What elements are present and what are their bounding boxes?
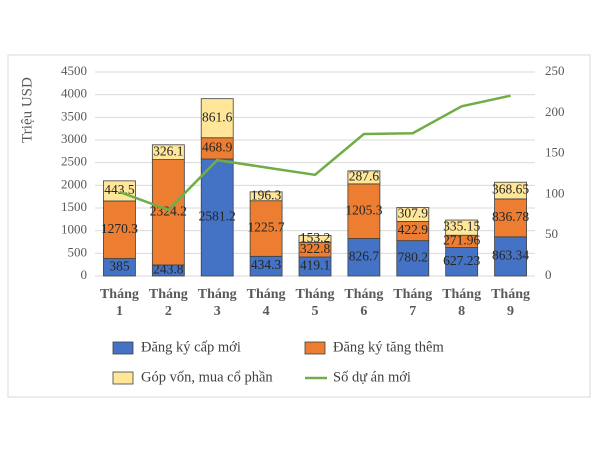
data-label: 2581.2 [199,209,236,224]
y2-tick-label: 0 [545,267,552,282]
x-tick-label: Tháng 6 [344,287,384,319]
data-label: 368.65 [492,182,529,197]
chart-border [7,54,591,398]
data-label: 1270.3 [101,221,138,236]
bar-segment [249,191,283,202]
bar-segment [396,207,430,222]
bar-segment [347,183,381,239]
x-tick-label: Tháng 2 [148,287,188,319]
data-label: 153.2 [300,230,330,245]
y-tick-label: 3000 [61,131,87,146]
data-label: 1225.7 [248,220,285,235]
y-tick-label: 1000 [61,222,87,237]
legend-label: Số dự án mới [333,369,411,385]
bar-segment [445,219,479,236]
bar-segment [396,240,430,277]
x-tick-label: Tháng 3 [197,287,237,319]
y-tick-label: 1500 [61,199,87,214]
x-tick-label: Tháng 9 [491,287,530,319]
data-label: 443.5 [104,182,135,197]
x-tick-label: Tháng 7 [393,287,433,319]
data-label: 322.8 [300,241,331,256]
line-series [119,94,511,212]
bar-segment [494,181,527,200]
y-tick-label: 3500 [61,108,87,123]
y-tick-label: 500 [68,244,88,259]
y-tick-label: 2000 [61,176,87,191]
y2-tick-label: 50 [545,226,558,241]
data-label: 836.78 [492,209,529,224]
data-label: 863.34 [492,248,529,263]
legend-label: Đăng ký cấp mới [141,339,241,355]
y2-tick-label: 100 [545,185,565,200]
data-label: 326.1 [153,143,183,158]
data-label: 419.1 [300,258,330,273]
data-label: 780.2 [398,249,428,264]
y2-tick-label: 250 [545,63,565,78]
legend-label: Góp vốn, mua cổ phần [141,369,273,385]
legend-swatch [304,341,326,355]
x-tick-label: Tháng 1 [99,287,139,319]
bar-segment [200,98,234,139]
data-label: 196.3 [251,187,282,202]
data-label: 826.7 [349,248,380,263]
data-label: 468.9 [202,139,233,154]
x-tick-label: Tháng 8 [442,287,482,319]
bar-segment [151,144,185,160]
bar-segment [347,238,381,277]
x-tick-label: Tháng 4 [246,287,286,319]
data-label: 627.23 [443,253,480,268]
bar-segment [200,158,234,277]
bar-segment [494,236,527,277]
y-tick-label: 4500 [61,63,87,78]
data-label: 385 [109,258,130,273]
y2-tick-label: 200 [545,104,565,119]
bar-segment [298,235,332,243]
data-label: 434.3 [251,257,282,272]
bar-segment [445,247,479,277]
x-tick-label: Tháng 5 [295,287,335,319]
y2-tick-label: 150 [545,145,565,160]
y-tick-label: 0 [81,267,88,282]
data-label: 271.96 [443,232,480,247]
legend-label: Đăng ký tăng thêm [333,339,444,355]
y-tick-label: 4000 [61,86,87,101]
y-axis-title: Triệu USD [19,77,35,143]
bar-segment [249,200,283,257]
data-label: 422.9 [398,222,429,237]
bar-segment [494,198,527,238]
bar-segment [347,170,381,185]
data-label: 1205.3 [345,202,382,217]
data-label: 861.6 [202,109,233,124]
data-label: 287.6 [349,168,380,183]
data-label: 335.15 [443,219,480,234]
legend-swatch [112,341,134,355]
bar-segment [103,200,136,259]
y-tick-label: 2500 [61,154,87,169]
legend-swatch [112,371,134,385]
data-label: 307.9 [398,206,429,221]
